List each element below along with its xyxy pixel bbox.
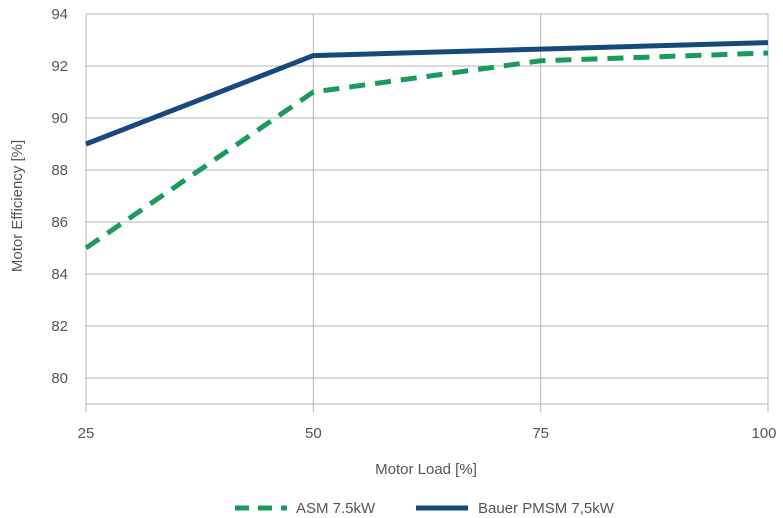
series-lines — [84, 40, 769, 251]
y-tick-label: 90 — [51, 110, 68, 127]
legend-label: ASM 7.5kW — [296, 500, 376, 517]
x-tick-label: 50 — [305, 425, 322, 442]
x-tick-label: 25 — [78, 425, 95, 442]
y-axis-title: Motor Efficiency [%] — [9, 140, 26, 272]
tick-labels: 80 82 84 86 88 90 92 94 25 50 75 100 — [51, 6, 776, 442]
y-tick-label: 94 — [51, 6, 68, 23]
y-tick-label: 82 — [51, 318, 68, 335]
y-tick-label: 80 — [51, 370, 68, 387]
legend-label: Bauer PMSM 7,5kW — [478, 500, 615, 517]
y-tick-label: 88 — [51, 162, 68, 179]
y-tick-label: 92 — [51, 58, 68, 75]
x-axis-title: Motor Load [%] — [375, 461, 477, 478]
series-line-0 — [84, 50, 769, 251]
x-tick-label: 75 — [532, 425, 549, 442]
y-tick-label: 84 — [51, 266, 68, 283]
grid — [85, 13, 769, 412]
x-tick-label: 100 — [751, 425, 776, 442]
legend: ASM 7.5kW Bauer PMSM 7,5kW — [235, 500, 615, 517]
y-tick-label: 86 — [51, 214, 68, 231]
series-line-1 — [85, 40, 769, 147]
